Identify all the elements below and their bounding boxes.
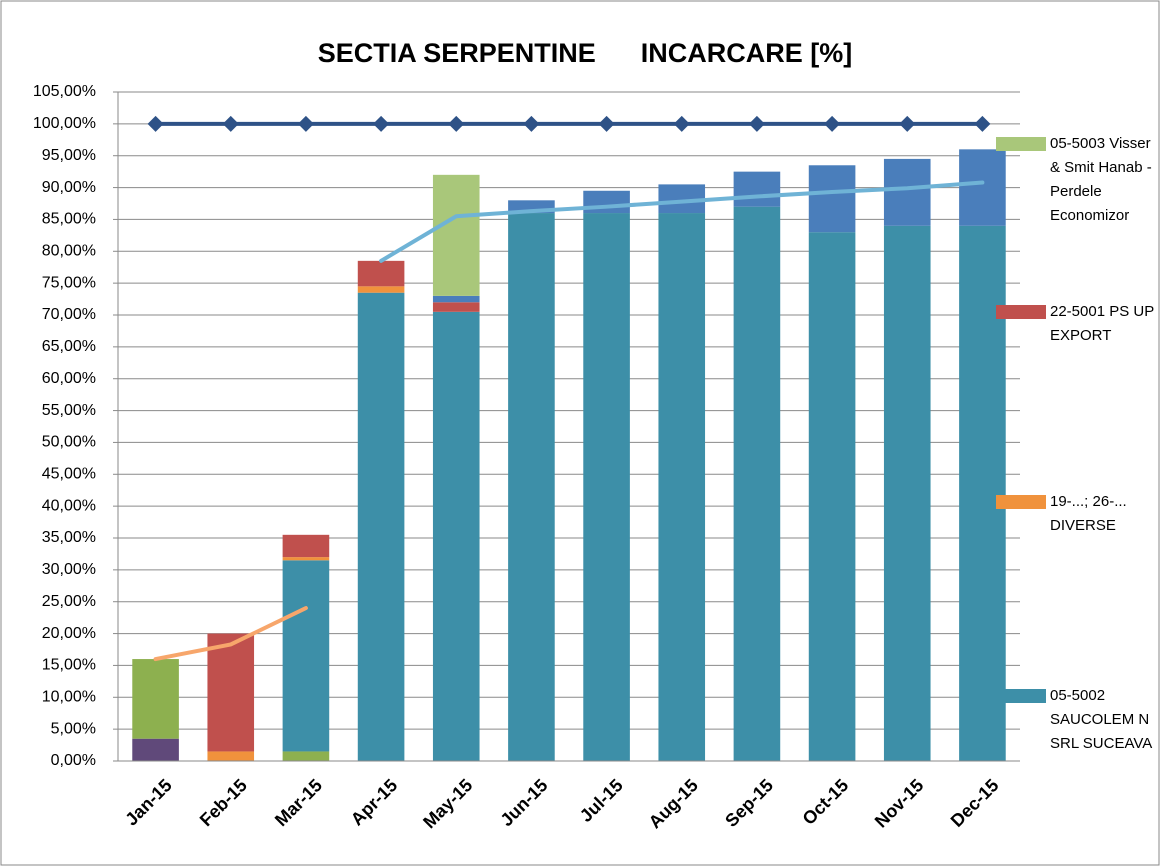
y-tick-label: 15,00% — [42, 657, 96, 674]
y-tick-label: 90,00% — [42, 179, 96, 196]
bar-segment — [207, 751, 255, 761]
bar-segment — [883, 158, 931, 226]
line-marker — [373, 115, 390, 132]
bar-segment — [357, 292, 405, 761]
legend-item: 22-5001 PS UP EXPORT — [996, 300, 1158, 348]
bar-segment — [432, 174, 480, 296]
bar-segment — [583, 190, 630, 214]
bar-segment — [883, 225, 931, 762]
bar-segment — [733, 206, 781, 761]
line-marker — [899, 115, 916, 132]
bar-segment — [282, 534, 330, 558]
y-tick-label: 30,00% — [42, 561, 96, 578]
y-tick-label: 45,00% — [42, 466, 96, 483]
line-marker — [673, 115, 690, 132]
bar-segment — [432, 311, 480, 761]
y-tick-label: 20,00% — [42, 625, 96, 642]
y-tick-label: 95,00% — [42, 147, 96, 164]
chart-title: SECTIA SERPENTINE INCARCARE [%] — [318, 38, 853, 68]
line-marker — [297, 115, 314, 132]
legend-label: 19-...; 26-... DIVERSE — [1050, 493, 1127, 534]
bar-segment — [959, 149, 1006, 226]
y-tick-label: 75,00% — [42, 274, 96, 291]
y-tick-label: 60,00% — [42, 370, 96, 387]
bar-segment — [132, 738, 179, 761]
legend-item: 19-...; 26-... DIVERSE — [996, 490, 1158, 538]
legend-item: 05-5002 SAUCOLEM N SRL SUCEAVA — [996, 684, 1158, 756]
legend-label: 05-5003 Visser & Smit Hanab -Perdele Eco… — [1050, 135, 1152, 224]
bar-segment — [132, 659, 179, 739]
line-marker — [523, 115, 540, 132]
y-tick-label: 55,00% — [42, 402, 96, 419]
y-tick-label: 25,00% — [42, 593, 96, 610]
y-tick-label: 35,00% — [42, 529, 96, 546]
y-tick-label: 0,00% — [51, 752, 96, 769]
bar-segment — [658, 213, 706, 762]
legend-swatch — [996, 495, 1046, 509]
y-tick-label: 65,00% — [42, 338, 96, 355]
line-marker — [222, 115, 239, 132]
line-marker — [974, 115, 991, 132]
y-tick-label: 5,00% — [51, 720, 96, 737]
line-series — [379, 180, 985, 263]
y-tick-label: 80,00% — [42, 243, 96, 260]
legend-item: 05-5003 Visser & Smit Hanab -Perdele Eco… — [996, 132, 1158, 228]
bar-segment — [282, 560, 330, 752]
y-tick-label: 85,00% — [42, 211, 96, 228]
line-marker — [147, 115, 164, 132]
y-tick-label: 50,00% — [42, 434, 96, 451]
line-series — [153, 606, 308, 662]
legend-swatch — [996, 689, 1046, 703]
y-tick-label: 10,00% — [42, 689, 96, 706]
legend-swatch — [996, 305, 1046, 319]
legend-swatch — [996, 137, 1046, 151]
bar-segment — [207, 633, 255, 752]
bar-segment — [508, 213, 555, 762]
y-tick-label: 40,00% — [42, 497, 96, 514]
line-marker — [598, 115, 615, 132]
line-marker — [824, 115, 841, 132]
bar-segment — [357, 260, 405, 287]
line-marker — [448, 115, 465, 132]
y-tick-label: 105,00% — [33, 83, 96, 100]
bar-segment — [357, 286, 405, 293]
bar-segment — [583, 213, 630, 762]
bar-segment — [432, 295, 480, 303]
bar-segment — [432, 302, 480, 312]
bar-segment — [282, 557, 330, 561]
legend-label: 22-5001 PS UP EXPORT — [1050, 303, 1154, 344]
bar-segment — [282, 751, 330, 761]
bar-segment — [808, 165, 856, 233]
legend-label: 05-5002 SAUCOLEM N SRL SUCEAVA — [1050, 687, 1153, 752]
bar-segment — [733, 171, 781, 207]
line-marker — [748, 115, 765, 132]
y-tick-label: 100,00% — [33, 115, 96, 132]
bar-segment — [808, 232, 856, 761]
y-tick-label: 70,00% — [42, 306, 96, 323]
